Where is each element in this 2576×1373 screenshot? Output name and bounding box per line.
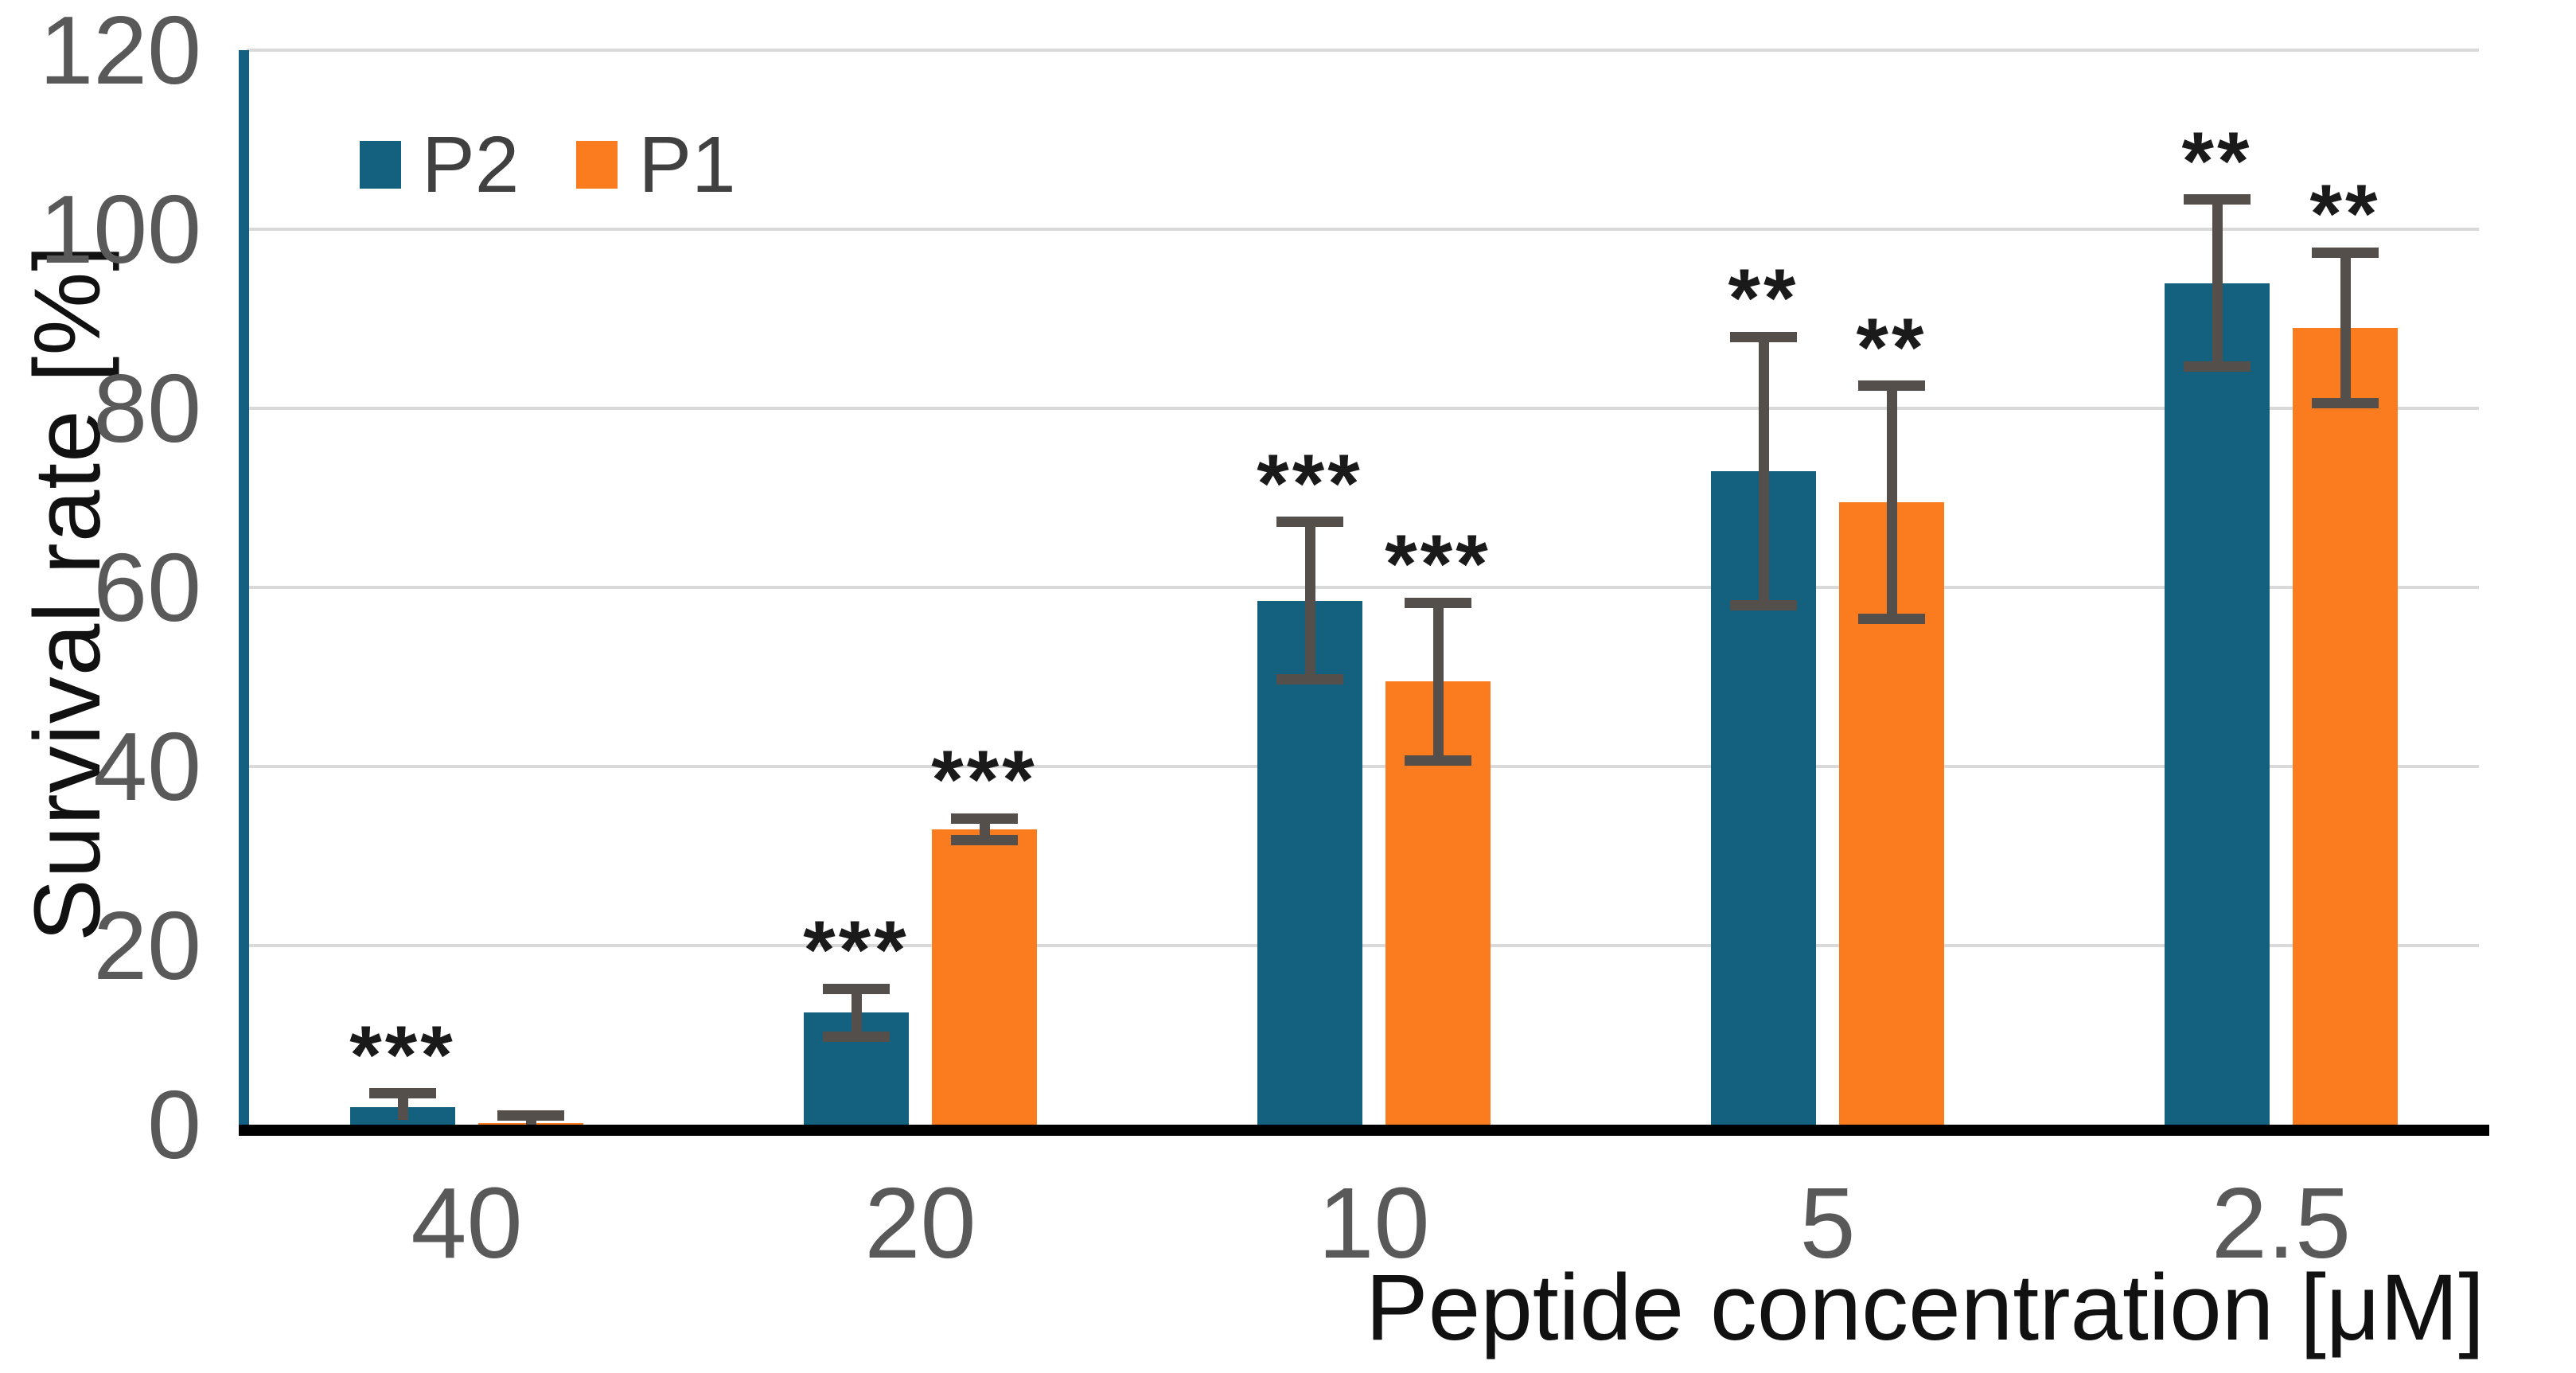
legend-swatch-p1: [576, 141, 618, 189]
sig-stars-p2-2.5: **: [2181, 115, 2253, 208]
error-bar-top-cap-p2-10: [1276, 517, 1343, 528]
y-gridline-40: [247, 765, 2479, 768]
x-axis-title: Peptide concentration [μM]: [1365, 1255, 2484, 1360]
y-gridline-100: [247, 228, 2479, 231]
y-tick-label-40: 40: [93, 712, 201, 821]
y-tick-label-0: 0: [147, 1071, 201, 1179]
sig-stars-p1-5: **: [1856, 301, 1927, 394]
error-bar-line-p2-20: [851, 989, 862, 1037]
error-bar-bottom-cap-p2-20: [823, 1032, 890, 1043]
error-bar-top-cap-p2-2.5: [2184, 194, 2251, 205]
y-tick-label-120: 120: [39, 0, 201, 104]
error-bar-top-cap-p1-20: [951, 813, 1018, 824]
error-bar-line-p2-40: [397, 1093, 408, 1121]
error-bar-bottom-cap-p1-10: [1405, 755, 1471, 766]
error-bar-top-cap-p2-40: [369, 1088, 436, 1099]
sig-stars-p2-40: ***: [349, 1008, 456, 1102]
bar-p2-10: [1257, 600, 1362, 1125]
legend: P2 P1: [360, 121, 773, 209]
x-tick-label-40: 40: [411, 1167, 523, 1279]
y-tick-label-80: 80: [93, 354, 201, 462]
error-bar-top-cap-p1-5: [1858, 380, 1925, 392]
error-bar-line-p2-10: [1304, 521, 1315, 680]
x-tick-label-5: 5: [1799, 1167, 1856, 1279]
error-bar-bottom-cap-p2-2.5: [2184, 361, 2251, 372]
legend-label-p2: P2: [422, 120, 520, 209]
y-gridline-20: [247, 944, 2479, 947]
legend-swatch-p2: [360, 141, 401, 189]
sig-stars-p1-2.5: **: [2309, 168, 2381, 261]
error-bar-bottom-cap-p2-10: [1276, 674, 1343, 685]
error-bar-top-cap-p2-5: [1730, 331, 1797, 342]
y-gridline-120: [247, 49, 2479, 52]
error-bar-line-p1-10: [1432, 603, 1444, 761]
error-bar-bottom-cap-p1-20: [951, 834, 1018, 845]
y-tick-label-20: 20: [93, 891, 201, 1000]
error-bar-bottom-cap-p1-5: [1858, 613, 1925, 624]
bar-p1-2.5: [2293, 327, 2398, 1125]
sig-stars-p1-10: ***: [1385, 518, 1491, 611]
error-bar-bottom-cap-p2-5: [1730, 600, 1797, 610]
y-gridline-60: [247, 586, 2479, 589]
error-bar-top-cap-p2-20: [823, 983, 890, 994]
sig-stars-p2-20: ***: [803, 904, 910, 997]
y-tick-label-100: 100: [39, 175, 201, 283]
x-tick-label-20: 20: [864, 1167, 976, 1279]
error-bar-top-cap-p1-10: [1405, 597, 1471, 608]
error-bar-line-p2-5: [1758, 337, 1769, 606]
error-bar-bottom-cap-p1-2.5: [2312, 397, 2379, 408]
bar-p2-2.5: [2165, 283, 2270, 1125]
error-bar-top-cap-p1-2.5: [2312, 247, 2379, 258]
y-gridline-80: [247, 407, 2479, 410]
legend-label-p1: P1: [638, 120, 736, 209]
x-axis-line: [239, 1125, 2489, 1136]
error-bar-line-p1-5: [1886, 385, 1897, 619]
sig-stars-p2-5: **: [1728, 252, 1799, 345]
bar-p1-20: [932, 829, 1037, 1125]
x-tick-label-2.5: 2.5: [2211, 1167, 2352, 1279]
y-tick-label-60: 60: [93, 533, 201, 642]
sig-stars-p1-20: ***: [931, 734, 1038, 827]
sig-stars-p2-10: ***: [1257, 437, 1363, 530]
error-bar-line-p2-2.5: [2212, 199, 2223, 367]
error-bar-top-cap-p1-40: [497, 1110, 564, 1121]
error-bar-line-p1-20: [979, 818, 990, 841]
x-tick-label-10: 10: [1318, 1167, 1430, 1279]
error-bar-line-p1-2.5: [2340, 252, 2351, 404]
y-axis-line: [239, 50, 249, 1136]
